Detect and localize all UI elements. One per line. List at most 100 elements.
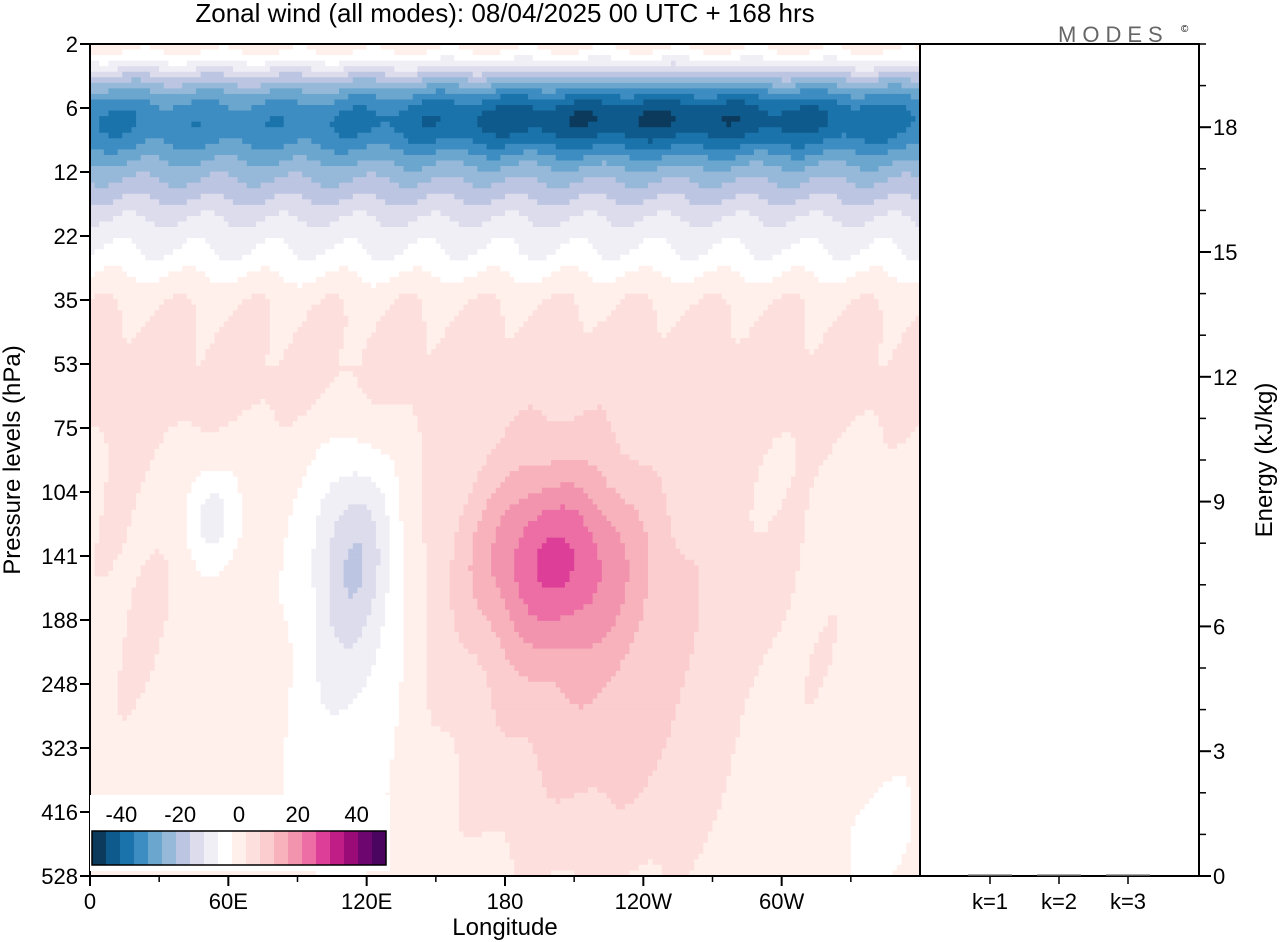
contour-cell <box>763 654 810 661</box>
contour-cell <box>352 371 920 378</box>
contour-cell <box>468 299 501 306</box>
contour-cell <box>149 44 220 51</box>
colorbar-tick-label: 0 <box>233 802 245 827</box>
contour-cell <box>90 276 137 284</box>
contour-cell <box>560 482 575 489</box>
contour-cell <box>389 587 405 594</box>
contour-cell <box>661 177 691 184</box>
contour-cell <box>177 421 193 428</box>
contour-cell <box>823 149 857 156</box>
contour-cell <box>348 554 363 561</box>
contour-cell <box>477 476 506 483</box>
contour-cell <box>597 404 603 411</box>
contour-cell <box>329 559 345 566</box>
contour-cell <box>343 509 372 517</box>
contour-cell <box>90 227 920 234</box>
contour-cell <box>329 615 368 622</box>
contour-cell <box>311 570 331 578</box>
contour-cell <box>131 238 188 245</box>
contour-cell <box>90 382 331 389</box>
contour-cell <box>422 487 474 494</box>
contour-cell <box>200 515 225 522</box>
contour-cell <box>90 93 349 101</box>
contour-cell <box>90 515 100 522</box>
contour-cell <box>652 265 718 273</box>
contour-cell <box>339 265 349 273</box>
contour-cell <box>90 587 133 594</box>
contour-cell <box>850 864 898 872</box>
contour-cell <box>90 681 119 689</box>
contour-cell <box>505 321 525 328</box>
contour-cell <box>200 210 216 217</box>
contour-cell <box>398 493 423 500</box>
contour-cell <box>292 654 317 661</box>
contour-cell <box>555 132 598 139</box>
contour-cell <box>90 110 110 117</box>
contour-cell <box>431 177 465 184</box>
contour-cell <box>357 132 405 139</box>
contour-cell <box>528 254 548 261</box>
contour-cell <box>90 493 105 500</box>
contour-cell <box>717 265 732 273</box>
contour-cell <box>117 66 160 73</box>
colorbar: -40 -20 0 20 40 <box>90 795 390 871</box>
contour-cell <box>343 332 372 339</box>
contour-cell <box>90 609 128 616</box>
contour-cell <box>832 215 875 223</box>
contour-cell <box>232 471 308 478</box>
contour-cell <box>339 476 372 483</box>
contour-cell <box>403 532 423 539</box>
contour-cell <box>652 465 760 472</box>
contour-cell <box>325 387 363 395</box>
contour-cell <box>758 193 810 200</box>
contour-cell <box>804 515 920 522</box>
contour-cell <box>122 654 156 661</box>
contour-cell <box>514 576 538 583</box>
contour-cell <box>94 554 119 561</box>
contour-cell <box>343 576 363 583</box>
contour-cell <box>712 820 857 827</box>
contour-cell <box>850 848 907 855</box>
contour-cell <box>426 681 488 689</box>
contour-cell <box>629 565 649 572</box>
contour-cell <box>389 570 405 578</box>
contour-cell <box>832 321 884 328</box>
contour-cell <box>223 193 276 200</box>
contour-cell <box>375 110 400 117</box>
contour-cell <box>726 776 893 783</box>
contour-cell <box>334 532 377 539</box>
contour-cell <box>117 670 151 677</box>
contour-cell <box>740 726 920 733</box>
contour-cell <box>546 254 603 261</box>
contour-cell <box>422 99 455 106</box>
contour-cell <box>237 304 271 311</box>
contour-cell <box>514 626 612 633</box>
contour-cell <box>99 537 128 544</box>
contour-cell <box>265 293 326 300</box>
contour-cell <box>283 781 391 788</box>
contour-cell <box>698 593 792 600</box>
contour-cell <box>583 487 617 494</box>
contour-cell <box>804 687 820 694</box>
contour-cell <box>417 66 857 73</box>
contour-cell <box>518 670 617 677</box>
contour-cell <box>122 310 156 317</box>
contour-cell <box>767 149 824 156</box>
contour-cell <box>94 182 110 189</box>
contour-cell <box>426 349 432 356</box>
contour-cell <box>477 521 501 528</box>
contour-cell <box>454 543 474 550</box>
contour-cell <box>136 171 151 178</box>
contour-cell <box>804 532 920 539</box>
contour-cell <box>159 276 211 284</box>
contour-cell <box>140 154 160 162</box>
contour-cell <box>684 310 732 317</box>
contour-cell <box>910 171 920 178</box>
contour-cell <box>689 665 760 672</box>
contour-cell <box>454 193 506 200</box>
contour-cell <box>574 110 594 117</box>
contour-cell <box>297 282 303 289</box>
contour-cell <box>417 238 437 245</box>
contour-cell <box>265 238 285 245</box>
contour-cell <box>689 654 764 661</box>
